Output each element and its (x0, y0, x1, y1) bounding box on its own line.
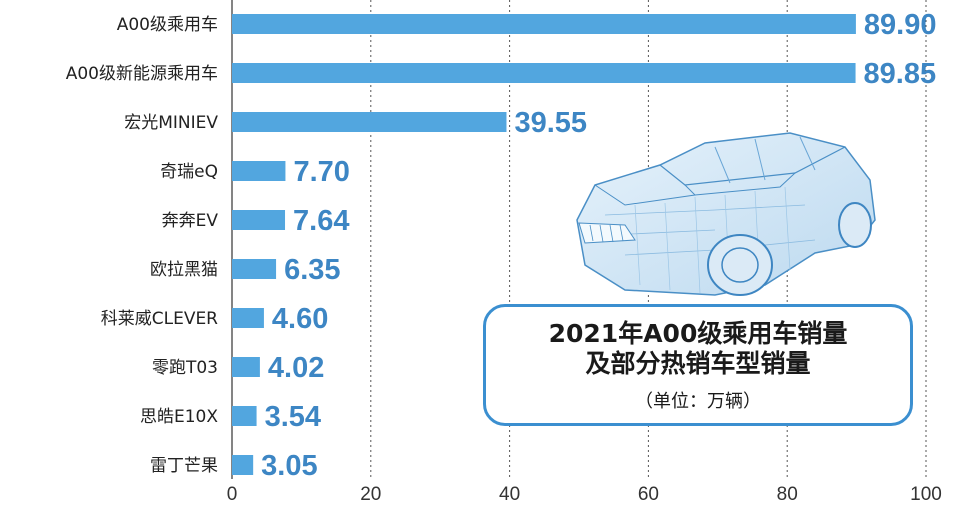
bars (232, 14, 856, 475)
data-label: 4.60 (272, 303, 328, 335)
category-label: 奇瑞eQ (160, 162, 218, 182)
x-tick-label: 60 (638, 484, 659, 505)
category-label: 欧拉黑猫 (150, 260, 218, 280)
bar (232, 406, 257, 426)
chart-subtitle-unit: （单位：万辆） (635, 391, 761, 412)
category-label: 奔奔EV (162, 211, 219, 231)
data-label: 6.35 (284, 254, 340, 286)
data-label: 39.55 (514, 107, 587, 139)
data-label: 4.02 (268, 352, 324, 384)
chart-title-line-1: 2021年A00级乘用车销量 (548, 319, 848, 348)
bar (232, 357, 260, 377)
category-label: 思皓E10X (140, 407, 218, 427)
category-label: A00级新能源乘用车 (66, 64, 218, 84)
chart-title-box: 2021年A00级乘用车销量 及部分热销车型销量 （单位：万辆） (483, 304, 913, 426)
category-label: 科莱威CLEVER (101, 309, 218, 329)
bar (232, 259, 277, 279)
category-label: 宏光MINIEV (124, 113, 218, 133)
x-tick-label: 40 (499, 484, 520, 505)
bar (232, 112, 507, 132)
data-label: 3.54 (265, 401, 321, 433)
bar (232, 308, 264, 328)
bar (232, 161, 286, 181)
x-tick-label: 100 (910, 484, 942, 505)
bar (232, 14, 856, 34)
x-tick-label: 80 (777, 484, 798, 505)
data-label: 7.64 (293, 205, 349, 237)
x-tick-label: 0 (227, 484, 238, 505)
bar (232, 210, 286, 230)
value-labels: 89.90 89.85 39.55 7.70 7.64 6.35 4.60 4.02 3.54 3… (261, 9, 936, 482)
data-label: 7.70 (293, 156, 349, 188)
x-tick-label: 20 (360, 484, 381, 505)
bar (232, 63, 856, 83)
data-label: 3.05 (261, 450, 317, 482)
category-label: 零跑T03 (152, 358, 218, 378)
data-label: 89.90 (864, 9, 937, 41)
category-label: 雷丁芒果 (150, 456, 218, 476)
wireframe-suv-car-icon (576, 132, 876, 296)
bar (232, 455, 254, 475)
x-axis-tick-labels: 0 20 40 60 80 100 (227, 484, 942, 505)
chart-title-line-2: 及部分热销车型销量 (585, 349, 811, 378)
data-label: 89.85 (864, 58, 937, 90)
category-label: A00级乘用车 (117, 15, 218, 35)
